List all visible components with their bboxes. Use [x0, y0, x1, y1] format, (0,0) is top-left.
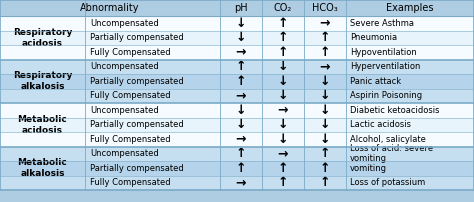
Text: Loss of potassium: Loss of potassium — [350, 178, 425, 187]
Text: Fully Compensated: Fully Compensated — [90, 135, 171, 144]
Text: ↓: ↓ — [320, 118, 330, 131]
Bar — [0, 146, 474, 161]
Bar — [0, 16, 474, 31]
Text: ↑: ↑ — [236, 162, 246, 175]
Text: Uncompensated: Uncompensated — [90, 62, 159, 71]
Text: Examples: Examples — [386, 3, 434, 13]
Text: Panic attack: Panic attack — [350, 77, 401, 86]
Text: ↑: ↑ — [236, 75, 246, 88]
Text: Hyperventilation: Hyperventilation — [350, 62, 420, 71]
Text: Severe Asthma: Severe Asthma — [350, 19, 414, 28]
Text: ↑: ↑ — [278, 17, 288, 30]
Text: ↓: ↓ — [278, 89, 288, 102]
Text: →: → — [278, 147, 288, 160]
Text: ↑: ↑ — [278, 176, 288, 189]
Text: ↓: ↓ — [278, 60, 288, 73]
Text: ↑: ↑ — [236, 60, 246, 73]
Text: Metabolic
alkalosis: Metabolic alkalosis — [18, 158, 67, 178]
Text: ↑: ↑ — [320, 31, 330, 44]
Bar — [0, 103, 474, 118]
Text: Partially compensated: Partially compensated — [90, 33, 184, 42]
Text: Aspirin Poisoning: Aspirin Poisoning — [350, 91, 422, 100]
Text: ↓: ↓ — [236, 17, 246, 30]
Bar — [0, 88, 474, 103]
Text: CO₂: CO₂ — [274, 3, 292, 13]
Text: HCO₃: HCO₃ — [312, 3, 338, 13]
Text: Diabetic ketoacidosis: Diabetic ketoacidosis — [350, 106, 439, 115]
Text: Partially compensated: Partially compensated — [90, 120, 184, 129]
Text: →: → — [236, 89, 246, 102]
Text: →: → — [278, 104, 288, 117]
Text: ↑: ↑ — [236, 147, 246, 160]
Bar — [0, 161, 474, 176]
Text: Respiratory
alkalosis: Respiratory alkalosis — [13, 71, 72, 91]
Bar — [0, 118, 474, 132]
Text: ↓: ↓ — [236, 118, 246, 131]
Text: Loss of acid: severe
vomiting: Loss of acid: severe vomiting — [350, 144, 433, 163]
Text: vomiting: vomiting — [350, 164, 387, 173]
Text: ↓: ↓ — [320, 75, 330, 88]
Text: pH: pH — [234, 3, 248, 13]
Bar — [0, 176, 474, 190]
Text: ↓: ↓ — [278, 133, 288, 146]
Bar — [0, 0, 474, 16]
Text: Fully Compensated: Fully Compensated — [90, 178, 171, 187]
Text: ↓: ↓ — [236, 31, 246, 44]
Text: Uncompensated: Uncompensated — [90, 19, 159, 28]
Text: Lactic acidosis: Lactic acidosis — [350, 120, 411, 129]
Text: ↑: ↑ — [278, 31, 288, 44]
Text: Partially compensated: Partially compensated — [90, 164, 184, 173]
Text: ↓: ↓ — [236, 104, 246, 117]
Text: Alcohol, salicylate: Alcohol, salicylate — [350, 135, 426, 144]
Text: →: → — [320, 60, 330, 73]
Text: ↓: ↓ — [320, 89, 330, 102]
Bar — [0, 31, 474, 45]
Text: Respiratory
acidosis: Respiratory acidosis — [13, 28, 72, 48]
Text: ↓: ↓ — [278, 75, 288, 88]
Text: ↑: ↑ — [278, 46, 288, 59]
Text: ↑: ↑ — [320, 162, 330, 175]
Text: ↑: ↑ — [320, 176, 330, 189]
Bar — [0, 60, 474, 74]
Text: Uncompensated: Uncompensated — [90, 149, 159, 158]
Text: Partially compensated: Partially compensated — [90, 77, 184, 86]
Text: Abnormality: Abnormality — [80, 3, 140, 13]
Text: ↑: ↑ — [320, 147, 330, 160]
Text: →: → — [320, 17, 330, 30]
Text: Fully Compensated: Fully Compensated — [90, 91, 171, 100]
Bar — [0, 74, 474, 88]
Text: →: → — [236, 133, 246, 146]
Text: ↓: ↓ — [320, 133, 330, 146]
Text: Fully Compensated: Fully Compensated — [90, 48, 171, 57]
Text: ↓: ↓ — [278, 118, 288, 131]
Text: →: → — [236, 176, 246, 189]
Text: ↓: ↓ — [320, 104, 330, 117]
Text: →: → — [236, 46, 246, 59]
Text: Metabolic
acidosis: Metabolic acidosis — [18, 115, 67, 135]
Text: Pneumonia: Pneumonia — [350, 33, 397, 42]
Text: Hypoventilation: Hypoventilation — [350, 48, 417, 57]
Text: ↑: ↑ — [278, 162, 288, 175]
Bar — [0, 45, 474, 60]
Text: ↑: ↑ — [320, 46, 330, 59]
Text: Uncompensated: Uncompensated — [90, 106, 159, 115]
Bar — [0, 132, 474, 146]
